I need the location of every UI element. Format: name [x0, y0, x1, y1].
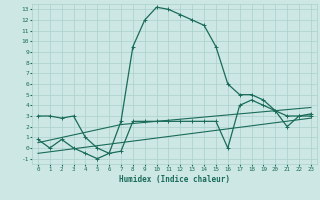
X-axis label: Humidex (Indice chaleur): Humidex (Indice chaleur) — [119, 175, 230, 184]
